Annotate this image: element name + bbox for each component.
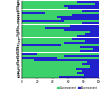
Bar [22,55,64,57]
Bar [22,48,93,50]
Bar [22,5,64,7]
Bar [82,22,99,24]
Bar [80,50,99,52]
Bar [72,37,99,40]
Bar [22,33,85,35]
Bar [45,27,99,29]
Bar [93,48,99,50]
Bar [34,59,99,61]
Bar [22,70,82,72]
Bar [22,27,45,29]
Bar [22,53,37,55]
Bar [22,74,84,76]
Bar [22,14,72,16]
Bar [22,66,90,68]
Bar [22,20,64,22]
Bar [60,18,99,20]
Bar [90,66,99,68]
Bar [22,7,68,9]
Bar [84,74,99,76]
Bar [57,57,99,59]
Bar [59,76,99,78]
Bar [22,57,57,59]
Bar [87,61,99,63]
Bar [77,72,99,74]
Bar [85,33,99,35]
Bar [22,18,60,20]
Bar [82,70,99,72]
Bar [72,14,99,16]
Bar [22,25,70,27]
Bar [22,37,72,40]
Bar [70,25,99,27]
Bar [76,68,99,70]
Bar [22,10,82,12]
Bar [22,44,60,46]
Bar [22,29,64,31]
Bar [90,31,99,33]
Bar [64,42,99,44]
Bar [77,35,99,37]
Bar [22,46,80,48]
Bar [22,59,34,61]
Bar [82,10,99,12]
Bar [45,12,99,14]
Bar [22,3,95,5]
Bar [60,44,99,46]
Bar [22,72,77,74]
Bar [64,55,99,57]
Bar [37,53,99,55]
Bar [64,5,99,7]
Bar [22,50,80,52]
Bar [22,1,77,3]
Bar [85,40,99,42]
Bar [22,61,87,63]
Bar [22,35,77,37]
Bar [22,22,82,24]
Bar [22,16,57,18]
Bar [22,31,90,33]
Bar [57,16,99,18]
Bar [22,76,59,78]
Bar [22,42,64,44]
Bar [82,63,99,65]
Bar [80,46,99,48]
Legend: G-component, B-component: G-component, B-component [57,86,98,89]
Bar [64,20,99,22]
Bar [64,29,99,31]
Bar [77,1,99,3]
Bar [22,63,82,65]
Bar [22,68,76,70]
Bar [22,12,45,14]
Bar [95,3,99,5]
Bar [68,7,99,9]
Bar [22,40,85,42]
